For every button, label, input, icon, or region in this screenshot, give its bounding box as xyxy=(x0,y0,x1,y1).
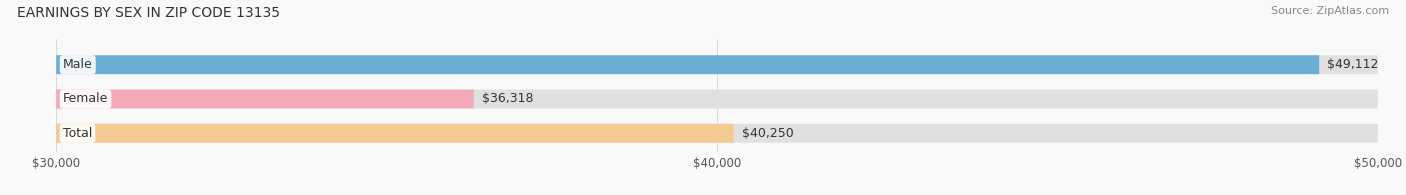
Text: Male: Male xyxy=(63,58,93,71)
Text: Total: Total xyxy=(63,127,93,140)
Text: EARNINGS BY SEX IN ZIP CODE 13135: EARNINGS BY SEX IN ZIP CODE 13135 xyxy=(17,6,280,20)
FancyBboxPatch shape xyxy=(56,55,1319,74)
FancyBboxPatch shape xyxy=(56,55,1378,74)
FancyBboxPatch shape xyxy=(56,90,1378,108)
Text: Source: ZipAtlas.com: Source: ZipAtlas.com xyxy=(1271,6,1389,16)
Text: $36,318: $36,318 xyxy=(482,92,533,105)
Text: Female: Female xyxy=(63,92,108,105)
FancyBboxPatch shape xyxy=(56,90,474,108)
Text: $49,112: $49,112 xyxy=(1327,58,1378,71)
FancyBboxPatch shape xyxy=(56,124,1378,143)
Text: $40,250: $40,250 xyxy=(741,127,793,140)
FancyBboxPatch shape xyxy=(56,124,734,143)
